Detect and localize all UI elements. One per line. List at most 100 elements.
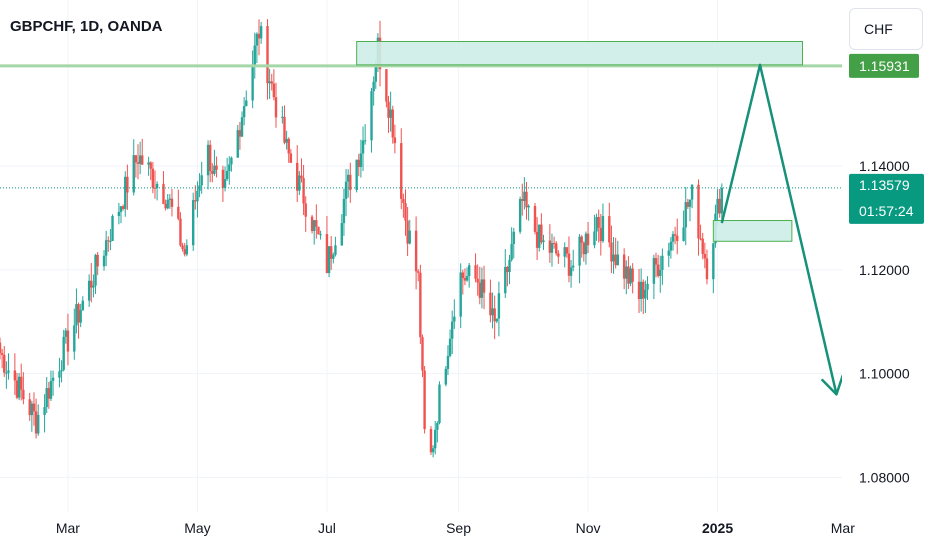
candle: [497, 281, 501, 337]
candle-body: [682, 227, 685, 241]
candle-body: [104, 240, 108, 256]
candle-body: [20, 376, 23, 390]
candle: [504, 249, 507, 298]
candle: [225, 157, 229, 181]
candle: [644, 280, 647, 314]
candle-body: [73, 325, 76, 352]
candle: [423, 366, 426, 434]
candle: [686, 198, 690, 210]
time-tick-label: Mar: [831, 520, 855, 536]
candle-body: [608, 216, 611, 243]
candle-body: [644, 289, 647, 299]
candle-body: [124, 176, 127, 209]
candle-body: [255, 33, 259, 46]
candle: [444, 365, 448, 387]
candle-body: [552, 242, 556, 244]
candle-body: [393, 137, 397, 144]
candle-body: [716, 198, 719, 214]
candle-body: [676, 235, 679, 241]
candle-body: [121, 206, 125, 209]
candle: [281, 106, 284, 124]
candle-body: [191, 200, 195, 246]
candle: [32, 392, 36, 426]
candle: [361, 126, 365, 172]
candle-body: [614, 254, 617, 266]
candle: [66, 313, 70, 366]
candle-body: [151, 168, 155, 188]
candle-body: [136, 162, 140, 164]
candle-body: [518, 199, 522, 232]
price-tick-label: 1.14000: [859, 158, 910, 174]
candle-body: [629, 268, 632, 284]
candle: [627, 256, 630, 289]
candle: [300, 158, 303, 183]
candle: [141, 138, 144, 165]
candle-body: [327, 246, 331, 274]
candle-body: [467, 265, 471, 277]
candle-body: [346, 174, 350, 182]
candle-body: [211, 171, 214, 174]
candle: [493, 295, 496, 340]
candle: [622, 248, 626, 290]
candle: [149, 161, 152, 181]
candle-body: [223, 178, 227, 188]
candle: [13, 353, 17, 395]
candle-body: [705, 258, 709, 280]
candle: [548, 224, 552, 263]
currency-button[interactable]: CHF: [849, 8, 923, 50]
candle: [236, 125, 239, 158]
candle-body: [138, 155, 142, 164]
candle: [325, 215, 329, 274]
candle: [151, 161, 155, 194]
candle: [257, 19, 261, 56]
candle: [718, 188, 721, 218]
candle-body: [117, 211, 121, 216]
candle-body: [535, 231, 539, 248]
candle-body: [58, 371, 61, 378]
candle: [667, 242, 670, 268]
candle-body: [669, 241, 673, 251]
candle: [313, 219, 316, 245]
candle: [705, 249, 709, 285]
candle-body: [28, 399, 31, 416]
candle: [676, 218, 679, 255]
candle-body: [661, 255, 664, 270]
candle: [595, 213, 598, 241]
candle: [552, 236, 556, 249]
candle: [363, 124, 367, 145]
candle-body: [66, 330, 70, 352]
candle-body: [196, 190, 199, 202]
candle-body: [334, 245, 337, 255]
candle-body: [391, 109, 394, 138]
candle: [228, 156, 231, 185]
candle-body: [406, 220, 409, 244]
candle-body: [300, 175, 303, 179]
candle: [266, 19, 269, 100]
candle-body: [527, 205, 530, 208]
projection-arrow-head: [821, 374, 845, 396]
candle: [523, 177, 526, 210]
candle: [28, 392, 31, 421]
candle-body: [690, 184, 694, 200]
candle-body: [461, 272, 465, 279]
candle-body: [363, 140, 367, 142]
candle: [701, 232, 704, 260]
candle-body: [656, 264, 660, 276]
candle-body: [22, 389, 25, 400]
candle-body: [414, 230, 418, 272]
candle-body: [510, 243, 513, 260]
candle-body: [49, 380, 53, 399]
candle: [414, 216, 418, 290]
candle: [712, 242, 715, 294]
candle-body: [302, 178, 305, 204]
candle: [94, 253, 97, 295]
candle-body: [699, 238, 702, 240]
candle: [491, 292, 494, 329]
candle: [402, 193, 405, 218]
symbol-title: GBPCHF, 1D, OANDA: [10, 18, 163, 35]
candle-body: [482, 279, 486, 293]
candle-body: [533, 205, 537, 232]
candle-body: [521, 199, 524, 201]
